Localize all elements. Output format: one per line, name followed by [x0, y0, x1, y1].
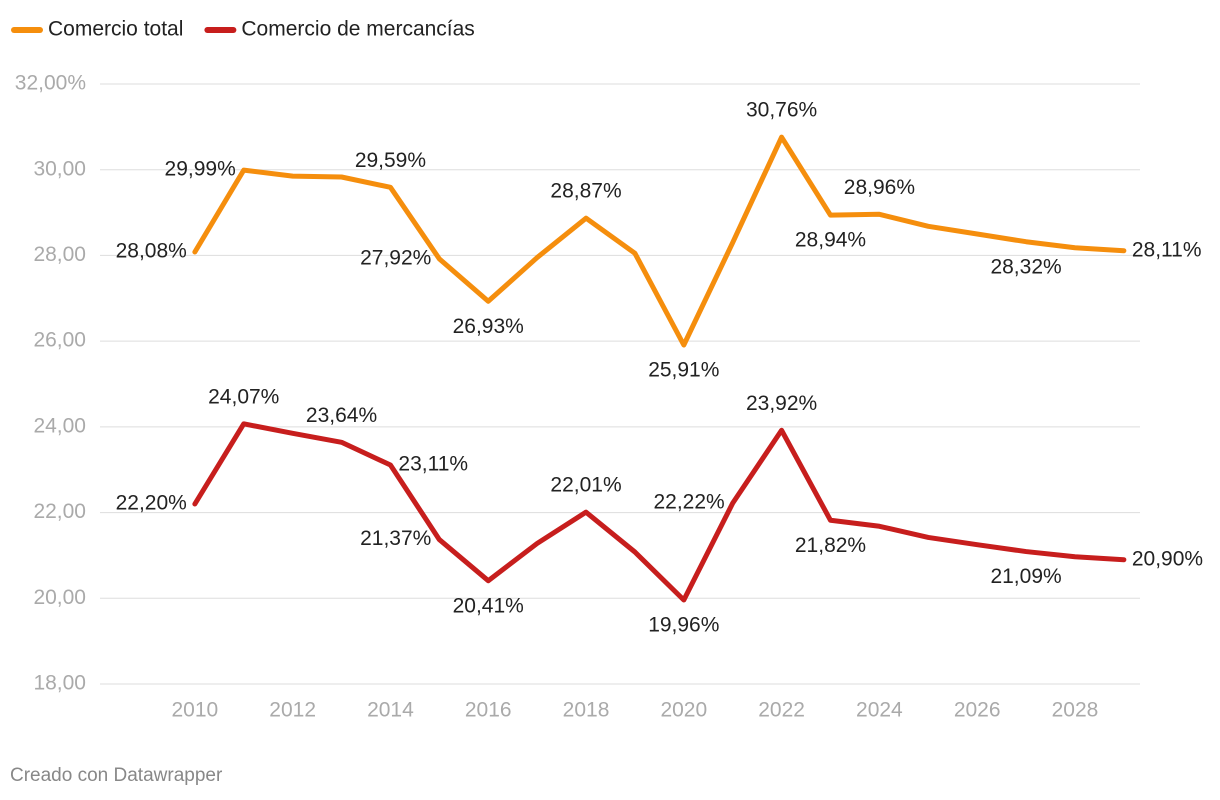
data-label: 28,96%	[844, 176, 915, 199]
data-label: 21,82%	[795, 534, 866, 557]
data-label: 28,32%	[990, 255, 1061, 278]
x-tick-label: 2022	[758, 699, 805, 722]
x-tick-label: 2014	[367, 699, 414, 722]
data-label: 24,07%	[208, 385, 279, 408]
data-label: 23,64%	[306, 404, 377, 427]
data-label: 19,96%	[648, 614, 719, 637]
data-label: 28,08%	[116, 240, 187, 263]
data-label: 28,94%	[795, 229, 866, 252]
y-tick-label: 20,00	[33, 586, 86, 609]
y-tick-label: 24,00	[33, 414, 86, 437]
legend-label: Comercio total	[48, 18, 183, 41]
x-tick-label: 2018	[563, 699, 610, 722]
x-tick-label: 2028	[1052, 699, 1099, 722]
line	[192, 134, 1127, 348]
data-label: 22,22%	[653, 491, 724, 514]
x-tick-label: 2012	[269, 699, 316, 722]
data-label: 28,87%	[550, 180, 621, 203]
y-tick-label: 18,00	[33, 672, 86, 695]
y-tick-label: 32,00%	[15, 72, 86, 95]
data-label: 20,41%	[453, 594, 524, 617]
data-label: 23,11%	[398, 453, 468, 476]
data-label: 22,01%	[550, 474, 621, 497]
data-label: 21,37%	[360, 527, 431, 550]
y-tick-label: 30,00	[33, 157, 86, 180]
data-label: 28,11%	[1132, 238, 1202, 261]
x-tick-label: 2020	[660, 699, 707, 722]
y-tick-label: 28,00	[33, 243, 86, 266]
data-label: 20,90%	[1132, 547, 1203, 570]
data-label: 29,99%	[165, 158, 236, 181]
data-label: 22,20%	[116, 492, 187, 515]
data-label: 23,92%	[746, 392, 817, 415]
x-tick-label: 2010	[171, 699, 218, 722]
data-label: 21,09%	[990, 565, 1061, 588]
data-label: 25,91%	[648, 359, 719, 382]
legend-label: Comercio de mercancías	[241, 18, 474, 41]
x-tick-label: 2026	[954, 699, 1001, 722]
y-tick-label: 26,00	[33, 329, 86, 352]
data-label: 29,59%	[355, 149, 426, 172]
x-tick-label: 2024	[856, 699, 903, 722]
line	[192, 421, 1127, 603]
x-tick-label: 2016	[465, 699, 512, 722]
data-label: 30,76%	[746, 99, 817, 122]
footer: Creado con Datawrapper	[10, 765, 223, 786]
data-label: 26,93%	[453, 315, 524, 338]
data-label: 27,92%	[360, 246, 431, 269]
y-tick-label: 22,00	[33, 500, 86, 523]
